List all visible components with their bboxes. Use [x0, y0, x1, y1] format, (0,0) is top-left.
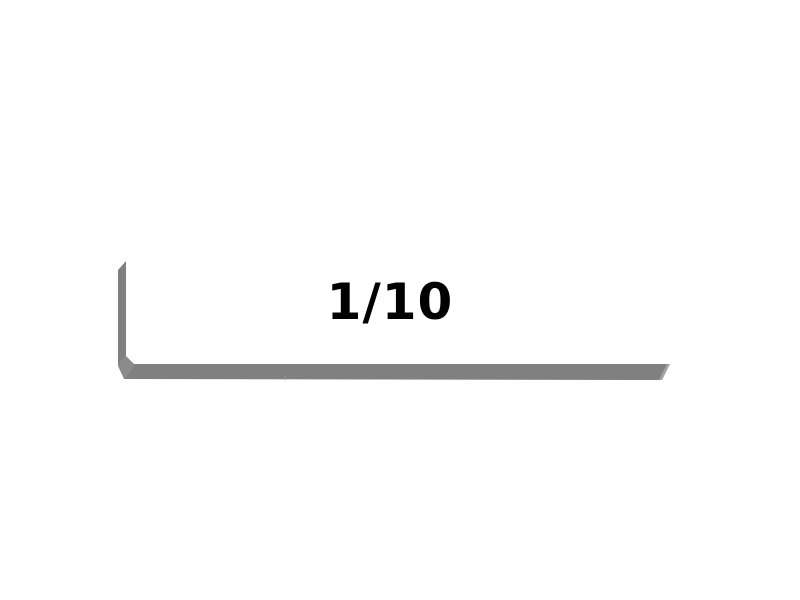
frame-left-bar [118, 261, 126, 366]
frame-bottom-bar [124, 364, 670, 380]
frame-end-cap [659, 364, 670, 380]
slide-counter: 1/10 [326, 273, 454, 331]
frame-corner [118, 356, 134, 379]
